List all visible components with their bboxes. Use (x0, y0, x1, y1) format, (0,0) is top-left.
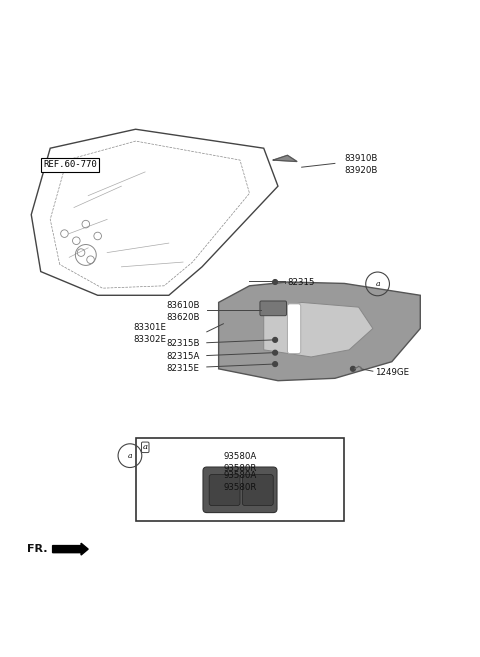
Circle shape (273, 280, 277, 284)
FancyArrow shape (53, 543, 88, 555)
Text: 93580A
93580R: 93580A 93580R (223, 471, 257, 491)
Text: a: a (375, 280, 380, 288)
Circle shape (350, 367, 355, 371)
Circle shape (273, 350, 277, 355)
Text: 83610B
83620B: 83610B 83620B (167, 302, 200, 323)
Text: REF.60-770: REF.60-770 (43, 160, 97, 170)
Text: 82315A: 82315A (167, 352, 200, 361)
FancyBboxPatch shape (288, 304, 301, 353)
Text: 82315B: 82315B (167, 339, 200, 348)
Polygon shape (264, 302, 373, 357)
Text: 93580A
93580R: 93580A 93580R (223, 452, 257, 472)
FancyBboxPatch shape (209, 474, 240, 505)
Text: 83301E
83302E: 83301E 83302E (133, 323, 166, 344)
Text: 82315E: 82315E (167, 364, 200, 373)
Polygon shape (273, 155, 297, 162)
Text: 1249GE: 1249GE (375, 368, 409, 376)
Text: 82315: 82315 (288, 277, 315, 286)
Text: FR.: FR. (26, 544, 47, 554)
Text: a: a (143, 443, 148, 451)
Text: a: a (128, 451, 132, 460)
Circle shape (273, 338, 277, 342)
Circle shape (273, 362, 277, 367)
FancyBboxPatch shape (260, 301, 287, 316)
Polygon shape (219, 282, 420, 380)
FancyBboxPatch shape (242, 474, 273, 505)
Text: 83910B
83920B: 83910B 83920B (344, 154, 378, 175)
Bar (136, 438, 344, 520)
FancyBboxPatch shape (203, 467, 277, 512)
